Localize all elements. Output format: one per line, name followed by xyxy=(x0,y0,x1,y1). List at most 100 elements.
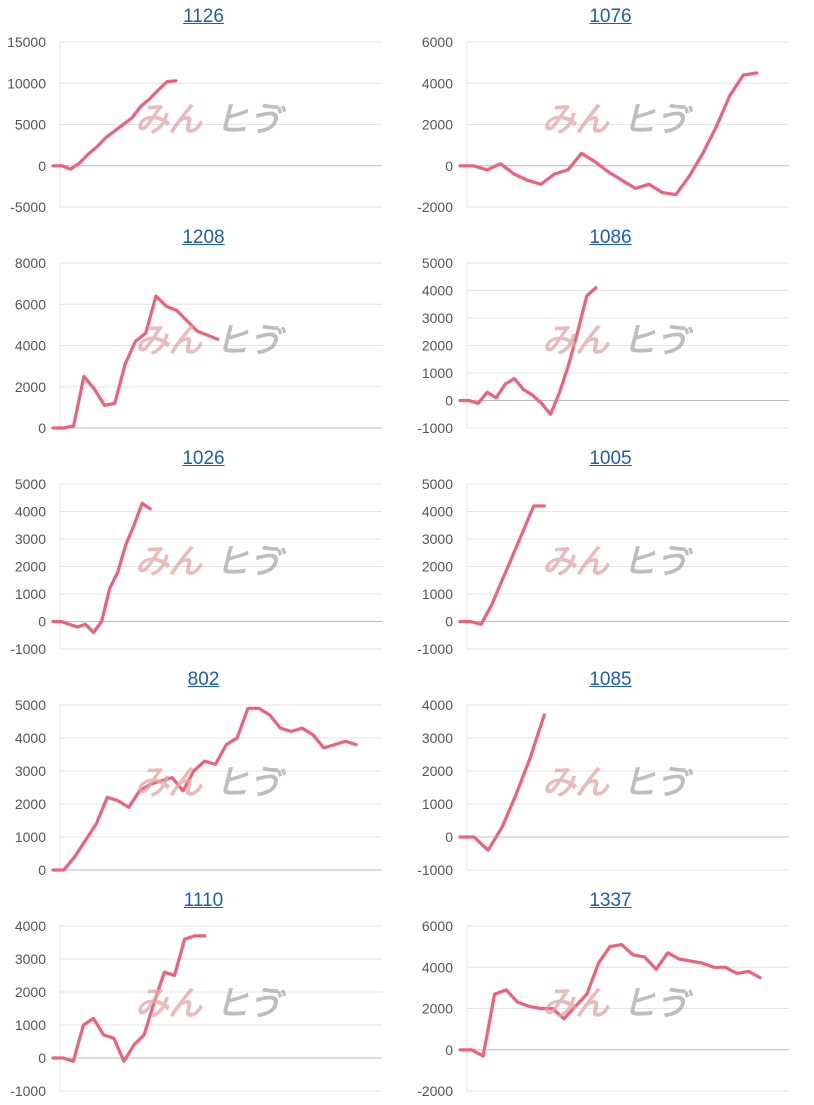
chart-title-link[interactable]: 1005 xyxy=(589,448,632,469)
y-tick-label: 4000 xyxy=(15,730,46,746)
y-tick-label: 3000 xyxy=(15,951,46,967)
y-tick-label: 1000 xyxy=(15,1017,46,1033)
y-tick-label: 3000 xyxy=(15,763,46,779)
y-tick-label: 1000 xyxy=(15,586,46,602)
y-tick-label: 2000 xyxy=(15,379,46,395)
series-line xyxy=(458,71,759,197)
y-tick-label: 3000 xyxy=(422,310,453,326)
chart-title-link[interactable]: 1026 xyxy=(182,448,225,469)
y-tick-label: -1000 xyxy=(417,420,453,436)
y-tick-label: 6000 xyxy=(422,918,453,934)
chart-panel: 1126 -5000 0 5000 10000 15000 みん ヒゔ xyxy=(0,0,407,221)
y-tick-label: -1000 xyxy=(417,641,453,657)
y-tick-label: 0 xyxy=(445,393,453,409)
y-tick-label: -1000 xyxy=(10,641,46,657)
y-tick-label: 3000 xyxy=(422,730,453,746)
y-tick-label: 4000 xyxy=(422,697,453,713)
series-line xyxy=(51,706,358,872)
chart-svg: -1000 0 1000 2000 3000 4000 xyxy=(10,918,382,1099)
chart-panel: 1076 -2000 0 2000 4000 6000 みん ヒゔ xyxy=(407,0,814,221)
series-line xyxy=(458,504,546,626)
chart-panel: 1026 -1000 0 1000 2000 3000 4000 5000 みん ヒゔ xyxy=(0,442,407,663)
y-tick-label: 4000 xyxy=(15,918,46,934)
chart-title-link[interactable]: 1076 xyxy=(589,6,632,27)
chart-title-link[interactable]: 802 xyxy=(187,669,220,690)
y-tick-label: 0 xyxy=(445,1042,453,1058)
y-tick-label: 4000 xyxy=(422,283,453,299)
y-tick-label: 1000 xyxy=(422,586,453,602)
chart-title-link[interactable]: 1086 xyxy=(589,227,632,248)
chart-svg: -2000 0 2000 4000 6000 xyxy=(417,34,789,215)
y-tick-label: 8000 xyxy=(15,255,46,271)
chart-svg: -1000 0 1000 2000 3000 4000 5000 xyxy=(10,476,382,657)
y-tick-label: 4000 xyxy=(15,504,46,520)
series-line xyxy=(458,286,598,416)
series-line xyxy=(51,294,220,430)
y-tick-label: 5000 xyxy=(15,697,46,713)
y-tick-label: 2000 xyxy=(15,559,46,575)
y-tick-label: 6000 xyxy=(15,296,46,312)
y-tick-label: -1000 xyxy=(417,862,453,878)
chart-svg: -5000 0 5000 10000 15000 xyxy=(7,34,382,215)
y-tick-label: -2000 xyxy=(417,1083,453,1099)
y-tick-label: 5000 xyxy=(422,476,453,492)
y-tick-label: 0 xyxy=(38,614,46,630)
series-line xyxy=(51,501,152,635)
y-tick-label: 2000 xyxy=(422,559,453,575)
chart-svg: -1000 0 1000 2000 3000 4000 5000 xyxy=(417,255,789,436)
y-tick-label: -1000 xyxy=(10,1083,46,1099)
y-tick-label: 2000 xyxy=(422,763,453,779)
chart-panel: 1085 -1000 0 1000 2000 3000 4000 みん ヒゔ xyxy=(407,663,814,884)
y-tick-label: 3000 xyxy=(15,531,46,547)
chart-svg: 0 1000 2000 3000 4000 5000 xyxy=(15,697,382,878)
y-tick-label: 6000 xyxy=(422,34,453,50)
y-tick-label: 5000 xyxy=(15,117,46,133)
chart-panel: 1337 -2000 0 2000 4000 6000 みん ヒゔ xyxy=(407,884,814,1105)
series-line xyxy=(51,79,178,171)
y-tick-label: 0 xyxy=(38,158,46,174)
y-tick-label: 2000 xyxy=(15,796,46,812)
y-tick-label: 4000 xyxy=(422,75,453,91)
y-tick-label: -5000 xyxy=(10,199,46,215)
y-tick-label: 0 xyxy=(38,862,46,878)
chart-svg: -2000 0 2000 4000 6000 xyxy=(417,918,789,1099)
chart-svg: 0 2000 4000 6000 8000 xyxy=(15,255,382,436)
y-tick-label: 15000 xyxy=(7,34,46,50)
series-line xyxy=(458,713,546,852)
y-tick-label: 10000 xyxy=(7,75,46,91)
y-tick-label: -2000 xyxy=(417,199,453,215)
chart-panel: 1110 -1000 0 1000 2000 3000 4000 みん ヒゔ xyxy=(0,884,407,1105)
series-line xyxy=(51,934,207,1063)
y-tick-label: 0 xyxy=(38,1050,46,1066)
y-tick-label: 0 xyxy=(445,829,453,845)
chart-panel: 1208 0 2000 4000 6000 8000 みん ヒゔ xyxy=(0,221,407,442)
y-tick-label: 4000 xyxy=(422,504,453,520)
series-line xyxy=(458,942,762,1058)
chart-panel: 1005 -1000 0 1000 2000 3000 4000 5000 みん ヒゔ xyxy=(407,442,814,663)
y-tick-label: 2000 xyxy=(422,1001,453,1017)
y-tick-label: 4000 xyxy=(422,959,453,975)
y-tick-label: 5000 xyxy=(15,476,46,492)
y-tick-label: 1000 xyxy=(422,796,453,812)
chart-title-link[interactable]: 1337 xyxy=(589,890,632,911)
chart-svg: -1000 0 1000 2000 3000 4000 5000 xyxy=(417,476,789,657)
chart-panel: 802 0 1000 2000 3000 4000 5000 みん ヒゔ xyxy=(0,663,407,884)
chart-title-link[interactable]: 1085 xyxy=(589,669,632,690)
y-tick-label: 2000 xyxy=(422,338,453,354)
chart-title-link[interactable]: 1208 xyxy=(182,227,225,248)
y-tick-label: 2000 xyxy=(422,117,453,133)
y-tick-label: 2000 xyxy=(15,984,46,1000)
y-tick-label: 5000 xyxy=(422,255,453,271)
y-tick-label: 1000 xyxy=(422,365,453,381)
y-tick-label: 1000 xyxy=(15,829,46,845)
y-tick-label: 3000 xyxy=(422,531,453,547)
y-tick-label: 0 xyxy=(445,158,453,174)
chart-panel: 1086 -1000 0 1000 2000 3000 4000 5000 みん ヒゔ xyxy=(407,221,814,442)
chart-title-link[interactable]: 1110 xyxy=(183,890,224,911)
y-tick-label: 0 xyxy=(38,420,46,436)
y-tick-label: 4000 xyxy=(15,338,46,354)
chart-svg: -1000 0 1000 2000 3000 4000 xyxy=(417,697,789,878)
y-tick-label: 0 xyxy=(445,614,453,630)
chart-title-link[interactable]: 1126 xyxy=(183,6,224,27)
